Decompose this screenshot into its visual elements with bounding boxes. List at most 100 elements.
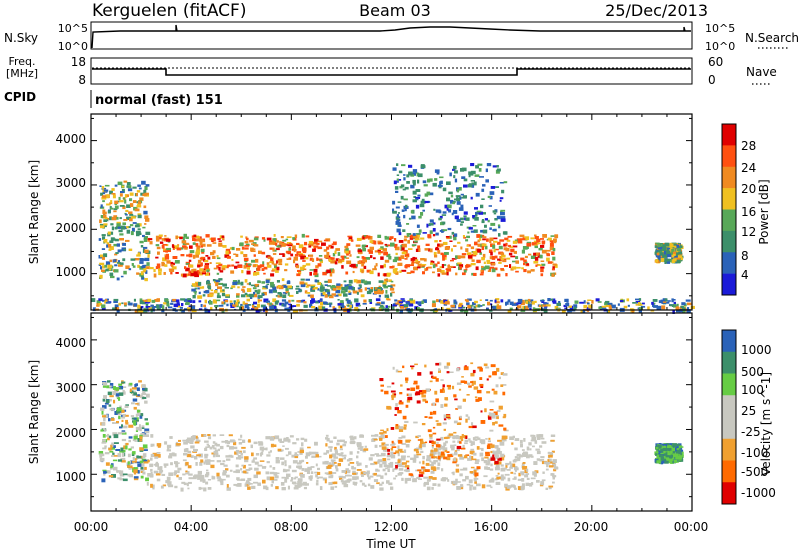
power-echo-cell (100, 225, 105, 229)
velocity-echo-cell (504, 483, 508, 488)
velocity-echo-cell (204, 453, 209, 457)
velocity-echo-cell (339, 448, 343, 451)
velocity-echo-cell (228, 454, 233, 457)
velocity-echo-cell (341, 470, 346, 473)
power-echo-cell (308, 254, 314, 257)
velocity-echo-cell (145, 477, 149, 482)
velocity-echo-cell (424, 416, 428, 418)
power-echo-cell (412, 190, 417, 195)
power-echo-cell (413, 196, 417, 198)
velocity-echo-cell (236, 477, 240, 480)
velocity-echo-cell (251, 485, 256, 489)
power-ytick-1000: 1000 (55, 265, 86, 279)
velocity-echo-cell (269, 465, 272, 468)
velocity-echo-cell (336, 442, 340, 446)
velocity-echo-cell (341, 482, 347, 485)
velocity-echo-cell (147, 459, 150, 463)
power-echo-cell (426, 267, 429, 271)
velocity-echo-cell (456, 445, 462, 450)
power-echo-cell (139, 240, 144, 244)
power-echo-cell (522, 237, 526, 239)
velocity-echo-cell (135, 403, 139, 405)
velocity-echo-cell (182, 473, 186, 476)
power-echo-cell (126, 185, 129, 188)
velocity-echo-cell (130, 415, 135, 418)
velocity-echo-cell (423, 476, 429, 479)
velocity-echo-cell (367, 483, 371, 487)
power-echo-cell (415, 197, 421, 199)
power-echo-cell (529, 307, 532, 311)
power-echo-cell (452, 202, 456, 205)
power-echo-cell (358, 304, 361, 307)
power-echo-cell (472, 302, 476, 306)
power-echo-cell (398, 301, 404, 304)
velocity-echo-cell (503, 413, 507, 418)
velocity-echo-cell (152, 452, 158, 457)
power-echo-cell (165, 250, 168, 253)
velocity-echo-cell (528, 442, 532, 446)
power-echo-cell (324, 280, 330, 283)
velocity-echo-cell (417, 439, 422, 441)
velocity-echo-cell (213, 450, 217, 454)
xtick-1200: 12:00 (374, 520, 409, 534)
power-echo-cell (120, 275, 124, 278)
velocity-echo-cell (489, 409, 494, 411)
power-echo-cell (268, 289, 273, 294)
power-echo-cell (139, 300, 144, 305)
power-echo-cell (340, 300, 344, 303)
power-echo-cell (424, 193, 429, 197)
power-echo-cell (510, 255, 516, 258)
power-echo-cell (142, 248, 146, 253)
velocity-echo-cell (432, 432, 437, 435)
velocity-echo-cell (290, 479, 293, 482)
velocity-echo-cell (523, 452, 529, 456)
power-echo-cell (439, 266, 444, 269)
power-echo-cell (326, 269, 331, 274)
power-echo-cell (197, 287, 201, 290)
velocity-echo-cell (662, 460, 666, 464)
velocity-echo-cell (226, 487, 231, 491)
velocity-echo-cell (416, 455, 419, 459)
velocity-echo-cell (356, 461, 359, 465)
velocity-echo-cell (374, 434, 379, 437)
power-echo-cell (534, 300, 537, 303)
velocity-echo-cell (331, 454, 334, 458)
velocity-echo-cell (402, 462, 407, 465)
power-echo-cell (137, 201, 142, 205)
velocity-echo-cell (431, 444, 434, 447)
power-ytick-4000: 4000 (55, 132, 86, 146)
velocity-echo-cell (110, 464, 113, 469)
velocity-echo-cell (391, 440, 394, 444)
velocity-echo-cell (128, 468, 132, 470)
velocity-echo-cell (142, 453, 147, 458)
power-echo-cell (415, 301, 418, 304)
velocity-echo-cell (660, 448, 665, 452)
velocity-echo-cell (479, 439, 483, 444)
velocity-echo-cell (437, 483, 441, 487)
cpid-panel: CPID normal (fast) 151 (4, 90, 223, 108)
velocity-echo-cell (335, 465, 338, 469)
power-echo-cell (438, 243, 444, 247)
velocity-echo-cell (480, 441, 484, 444)
power-echo-cell (434, 309, 439, 312)
power-echo-cell (292, 245, 296, 250)
velocity-echo-cell (458, 388, 462, 391)
power-echo-cell (171, 244, 175, 248)
velocity-echo-cell (487, 443, 493, 447)
velocity-echo-cell (285, 447, 289, 450)
velocity-echo-cell (512, 478, 516, 480)
velocity-echo-cell (142, 384, 146, 389)
velocity-echo-cell (226, 458, 231, 461)
power-echo-cell (402, 188, 406, 191)
velocity-echo-cell (273, 472, 278, 476)
power-echo-cell (422, 232, 427, 234)
velocity-echo-cell (133, 392, 137, 396)
power-echo-cell (262, 293, 265, 296)
power-echo-cell (543, 308, 548, 313)
velocity-echo-cell (497, 451, 502, 455)
power-echo-cell (415, 248, 421, 252)
power-echo-cell (678, 245, 683, 249)
power-echo-cell (552, 300, 557, 304)
power-echo-cell (432, 271, 435, 274)
velocity-echo-cell (134, 461, 140, 464)
